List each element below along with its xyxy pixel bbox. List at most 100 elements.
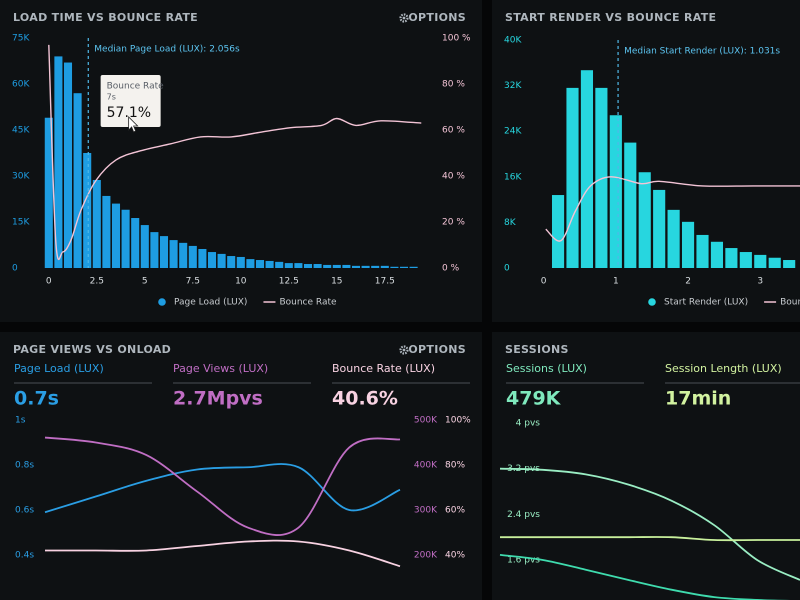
y-tick-label: 0.4s [15, 551, 34, 561]
metric-value: 17min [665, 388, 731, 410]
metric-value: 0.7s [14, 388, 59, 410]
x-tick-label: 10 [235, 277, 247, 287]
metric-label: Sessions (LUX) [506, 362, 587, 375]
panel-background [492, 332, 800, 600]
histogram-bar [754, 254, 767, 268]
cursor-icon [128, 116, 139, 133]
tooltip-box [100, 75, 161, 127]
metric-label: Page Views (LUX) [173, 362, 268, 375]
y-tick-label: 4 pvs [516, 419, 541, 429]
y-tick-label: 1s [15, 416, 26, 426]
y2-tick-label: 60 % [442, 126, 465, 136]
y2-tick-label: 500K [414, 416, 438, 426]
histogram-bar [83, 153, 92, 268]
histogram-bar [303, 264, 313, 268]
histogram-bar [159, 236, 169, 268]
histogram-bar [198, 248, 207, 268]
y2-tick-label: 40 % [442, 172, 465, 182]
histogram-bar [595, 87, 608, 268]
panel-background [0, 0, 482, 322]
y-tick-label: 8K [504, 218, 517, 228]
panel-title: LOAD TIME VS BOUNCE RATE [13, 11, 198, 24]
histogram-bar [409, 266, 418, 268]
histogram-bar [390, 266, 399, 268]
y-tick-label: 16K [504, 172, 522, 182]
histogram-bar [150, 232, 159, 268]
series-line [45, 539, 401, 568]
histogram-bar [361, 265, 370, 268]
x-tick-label: 2 [685, 277, 691, 287]
histogram-bar [351, 265, 361, 268]
histogram-bar [207, 252, 217, 268]
options-button[interactable]: OPTIONS [408, 343, 466, 356]
y-tick-label: 0.6s [15, 506, 34, 516]
y-tick-label: 32K [504, 81, 522, 91]
histogram-bar [217, 253, 226, 268]
histogram-bar [246, 259, 255, 268]
x-tick-label: 0 [541, 277, 547, 287]
histogram-bar [681, 221, 695, 268]
x-tick-label: 2.5 [90, 277, 104, 287]
legend-label: Start Render (LUX) [664, 298, 748, 308]
histogram-bar [140, 225, 149, 268]
panel-title: PAGE VIEWS VS ONLOAD [13, 343, 171, 356]
histogram-bar [371, 265, 380, 268]
histogram-bar [580, 70, 594, 269]
median-label: Median Page Load (LUX): 2.056s [94, 45, 240, 55]
bounce-rate-line [545, 176, 800, 242]
metric-label: Bounce Rate (LUX) [332, 362, 435, 375]
histogram-bar [653, 189, 666, 268]
gear-icon [399, 13, 409, 23]
histogram-bar [696, 234, 709, 268]
histogram-bar [275, 261, 284, 268]
y2-tick-label: 0 % [442, 264, 460, 274]
histogram-bar [265, 260, 274, 268]
panel-background [492, 0, 800, 322]
y2-tick-label: 400K [414, 461, 438, 471]
y-tick-label: 75K [12, 34, 30, 44]
y2-tick-label: 80 % [442, 80, 465, 90]
histogram-bar [710, 241, 724, 268]
histogram-bar [551, 195, 565, 268]
histogram-bar [638, 172, 651, 268]
y2-tick-label: 300K [414, 506, 438, 516]
metric-value: 479K [506, 388, 562, 410]
histogram-bar [169, 240, 178, 268]
histogram-bar [255, 260, 265, 268]
panel: START RENDER VS BOUNCE RATE 0 8K 16K 24K 32K 4… [492, 0, 800, 322]
histogram-bar [783, 260, 796, 268]
x-tick-label: 1 [613, 277, 619, 287]
metric-value: 40.6% [332, 388, 398, 410]
y-tick-label: 15K [12, 218, 30, 228]
gear-icon-hub [402, 348, 406, 352]
histogram-bar [188, 245, 197, 268]
histogram-bar [768, 257, 781, 268]
series-line [499, 467, 800, 581]
y-tick-label: 40K [504, 36, 522, 46]
y-tick-label: 30K [12, 172, 30, 182]
histogram-bar [227, 256, 236, 268]
gear-icon [399, 345, 409, 355]
y-tick-label: 60K [12, 80, 30, 90]
panel-title: START RENDER VS BOUNCE RATE [505, 11, 716, 24]
panel: SESSIONS Sessions (LUX) 479K Session Length… [492, 332, 800, 600]
y3-tick-label: 80% [445, 461, 465, 471]
panel-title: SESSIONS [505, 343, 569, 356]
y-tick-label: 0.8s [15, 461, 34, 471]
y3-tick-label: 60% [445, 506, 465, 516]
x-tick-label: 0 [46, 277, 52, 287]
histogram-bar [342, 264, 351, 268]
options-button[interactable]: OPTIONS [408, 11, 466, 24]
panel: PAGE VIEWS VS ONLOAD OPTIONS Page Load (LU… [0, 332, 482, 600]
x-tick-label: 12.5 [279, 277, 299, 287]
histogram-bar [44, 117, 53, 268]
x-tick-label: 7.5 [186, 277, 200, 287]
histogram-bar [73, 93, 82, 268]
histogram-bar [121, 209, 130, 268]
panel-background [0, 332, 482, 600]
legend-swatch [158, 298, 166, 306]
panel: LOAD TIME VS BOUNCE RATE OPTIONS 0 15K 30K 45… [0, 0, 482, 322]
tooltip-value: 57.1% [107, 105, 151, 121]
series-line [500, 536, 800, 542]
